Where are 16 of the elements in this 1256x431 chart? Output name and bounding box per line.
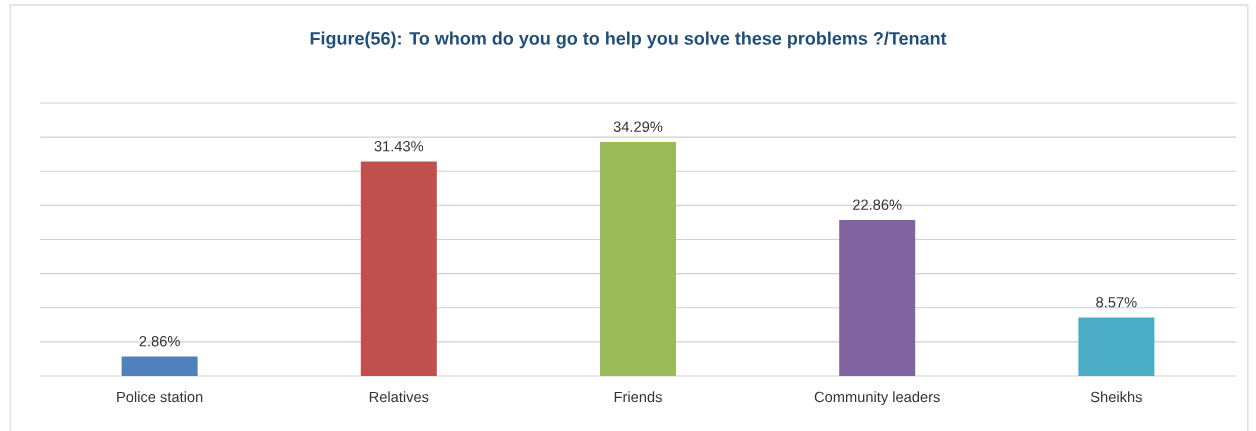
data-label: 31.43% [374,141,424,152]
bar [839,219,916,376]
data-label: 22.86% [853,199,902,210]
bar [600,141,676,376]
data-label: 34.29% [613,121,663,132]
x-tick-label: Community leaders [814,391,940,406]
x-tick-label: Police station [117,391,203,403]
bar [121,356,198,376]
x-tick-label: Friends [614,391,662,403]
bar [360,161,437,376]
x-tick-label: Relatives [369,391,429,403]
chart-title: Figure(56): To whom do you go to help you solve these problems ?/Tenant [310,31,947,49]
x-tick-label: Sheikhs [1090,391,1142,403]
data-label: 8.57% [1096,297,1137,308]
data-label: 2.86% [139,336,180,347]
bar [1078,317,1155,376]
